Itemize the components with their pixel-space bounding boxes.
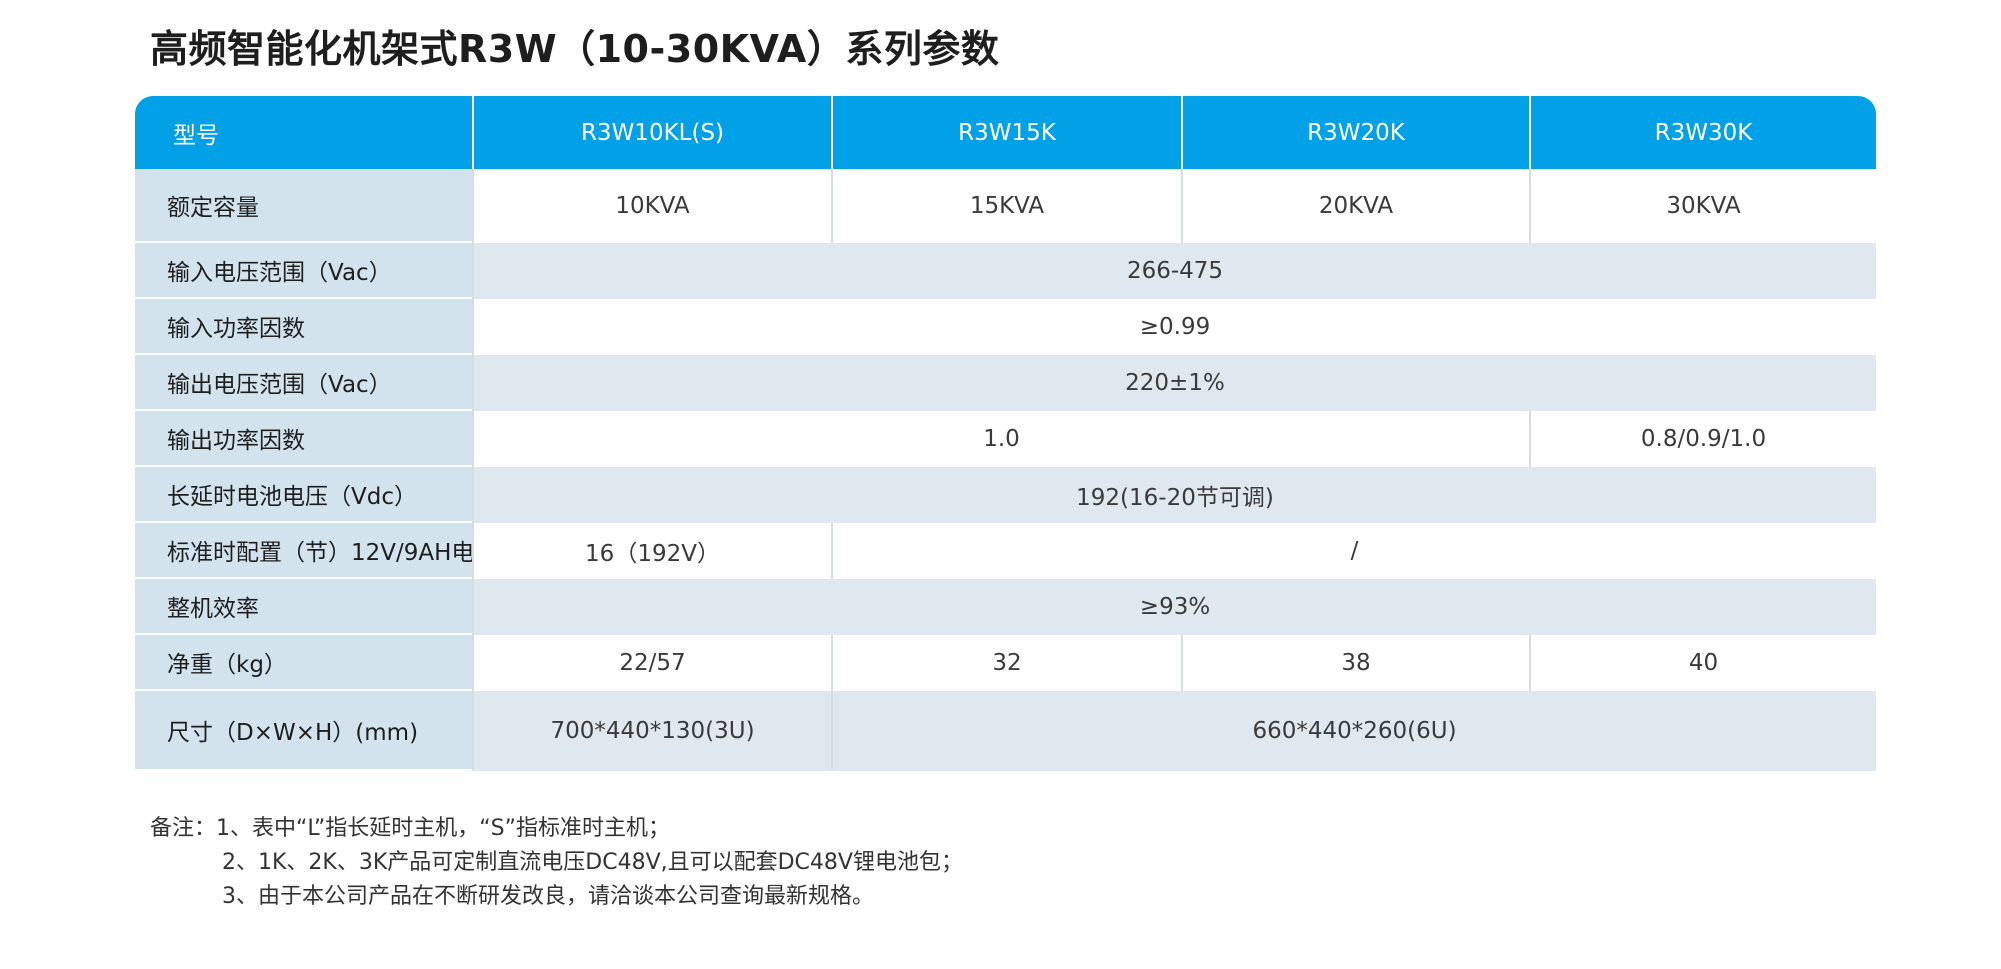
header-model-label: 型号 xyxy=(135,96,472,169)
table-cell: ≥0.99 xyxy=(472,299,1876,355)
table-cell: 266-475 xyxy=(472,243,1876,299)
table-row-input-voltage: 输入电压范围（Vac） 266-475 xyxy=(135,243,1876,299)
header-model-r3w30k: R3W30K xyxy=(1529,96,1876,169)
header-model-r3w20k: R3W20K xyxy=(1181,96,1529,169)
table-header-row: 型号 R3W10KL(S) R3W15K R3W20K R3W30K xyxy=(135,96,1876,169)
page-title: 高频智能化机架式R3W（10-30KVA）系列参数 xyxy=(150,27,1000,71)
row-label: 净重（kg） xyxy=(135,635,472,691)
table-cell: 192(16-20节可调) xyxy=(472,467,1876,523)
table-cell: 30KVA xyxy=(1529,169,1876,243)
row-label: 标准时配置（节）12V/9AH电池 xyxy=(135,523,472,579)
row-label: 额定容量 xyxy=(135,169,472,243)
table-cell: / xyxy=(831,523,1876,579)
table-row-output-voltage: 输出电压范围（Vac） 220±1% xyxy=(135,355,1876,411)
table-cell: 40 xyxy=(1529,635,1876,691)
table-cell: 16（192V） xyxy=(472,523,831,579)
table-row-standard-battery: 标准时配置（节）12V/9AH电池 16（192V） / xyxy=(135,523,1876,579)
table-row-input-pf: 输入功率因数 ≥0.99 xyxy=(135,299,1876,355)
row-label: 尺寸（D×W×H）(mm) xyxy=(135,691,472,771)
row-label: 整机效率 xyxy=(135,579,472,635)
table-cell: 32 xyxy=(831,635,1181,691)
table-row-rated-capacity: 额定容量 10KVA 15KVA 20KVA 30KVA xyxy=(135,169,1876,243)
notes-block: 备注：1、表中“L”指长延时主机，“S”指标准时主机； 2、1K、2K、3K产品… xyxy=(150,812,963,914)
table-cell: 22/57 xyxy=(472,635,831,691)
table-row-output-pf: 输出功率因数 1.0 0.8/0.9/1.0 xyxy=(135,411,1876,467)
spec-table: 型号 R3W10KL(S) R3W15K R3W20K R3W30K 额定容量 … xyxy=(135,96,1876,771)
table-row-dimensions: 尺寸（D×W×H）(mm) 700*440*130(3U) 660*440*26… xyxy=(135,691,1876,771)
table-cell: 0.8/0.9/1.0 xyxy=(1529,411,1876,467)
row-label: 长延时电池电压（Vdc） xyxy=(135,467,472,523)
row-label: 输入功率因数 xyxy=(135,299,472,355)
table-row-long-battery-voltage: 长延时电池电压（Vdc） 192(16-20节可调) xyxy=(135,467,1876,523)
table-cell: 700*440*130(3U) xyxy=(472,691,831,771)
table-cell: 1.0 xyxy=(472,411,1529,467)
table-row-efficiency: 整机效率 ≥93% xyxy=(135,579,1876,635)
note-line-2: 2、1K、2K、3K产品可定制直流电压DC48V,且可以配套DC48V锂电池包； xyxy=(222,850,963,875)
row-label: 输出功率因数 xyxy=(135,411,472,467)
header-model-r3w15k: R3W15K xyxy=(831,96,1181,169)
table-cell: 15KVA xyxy=(831,169,1181,243)
table-cell: ≥93% xyxy=(472,579,1876,635)
table-cell: 10KVA xyxy=(472,169,831,243)
row-label: 输出电压范围（Vac） xyxy=(135,355,472,411)
table-cell: 38 xyxy=(1181,635,1529,691)
note-line-1: 备注：1、表中“L”指长延时主机，“S”指标准时主机； xyxy=(150,816,671,841)
table-cell: 660*440*260(6U) xyxy=(831,691,1876,771)
row-label: 输入电压范围（Vac） xyxy=(135,243,472,299)
table-cell: 220±1% xyxy=(472,355,1876,411)
table-row-net-weight: 净重（kg） 22/57 32 38 40 xyxy=(135,635,1876,691)
note-line-3: 3、由于本公司产品在不断研发改良，请洽谈本公司查询最新规格。 xyxy=(222,884,874,909)
header-model-r3w10kl: R3W10KL(S) xyxy=(472,96,831,169)
table-cell: 20KVA xyxy=(1181,169,1529,243)
